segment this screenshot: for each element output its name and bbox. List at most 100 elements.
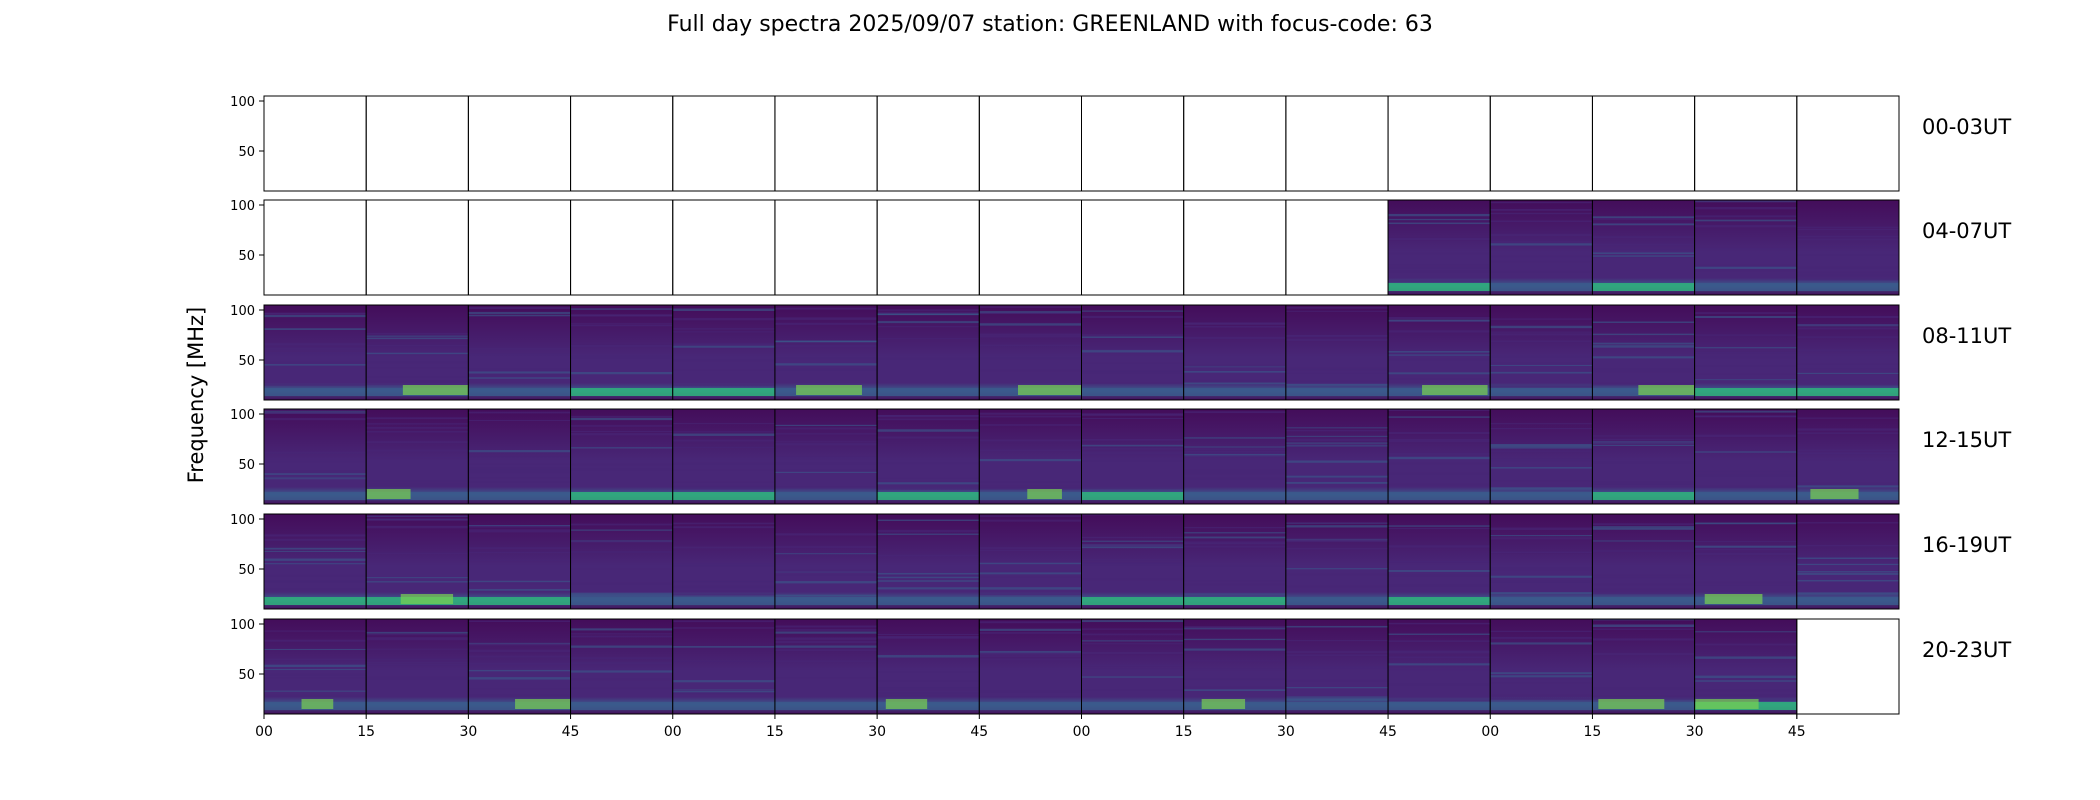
interference-line bbox=[1490, 637, 1593, 639]
emission-burst bbox=[366, 489, 411, 499]
interference-line bbox=[1796, 485, 1899, 488]
spectrum-panel bbox=[1694, 619, 1797, 714]
interference-line bbox=[366, 577, 469, 579]
interference-line bbox=[1183, 437, 1286, 439]
emission-band bbox=[1183, 492, 1286, 500]
interference-line bbox=[877, 655, 980, 658]
interference-line bbox=[979, 439, 1082, 442]
interference-line bbox=[672, 431, 775, 433]
interference-line bbox=[1592, 540, 1695, 542]
spectrum-panel bbox=[774, 619, 878, 714]
spectrum-panel bbox=[570, 619, 673, 714]
interference-line bbox=[1592, 652, 1695, 656]
interference-line bbox=[979, 515, 1082, 517]
interference-line bbox=[1592, 321, 1695, 323]
row-label: 16-19UT bbox=[1922, 533, 2011, 557]
emission-burst bbox=[885, 699, 928, 709]
emission-band bbox=[877, 597, 980, 605]
interference-line bbox=[774, 456, 878, 460]
interference-line bbox=[264, 473, 367, 475]
interference-line bbox=[877, 529, 980, 533]
interference-line bbox=[1183, 472, 1286, 475]
interference-line bbox=[774, 533, 878, 536]
interference-line bbox=[979, 335, 1082, 338]
interference-line bbox=[1081, 348, 1184, 351]
interference-line bbox=[1183, 678, 1286, 680]
x-tick-label: 15 bbox=[357, 724, 375, 740]
interference-line bbox=[1388, 432, 1491, 435]
interference-line bbox=[672, 369, 775, 371]
interference-line bbox=[1388, 462, 1491, 465]
interference-line bbox=[1081, 382, 1184, 384]
spectrum-panel bbox=[1285, 305, 1389, 400]
interference-line bbox=[1388, 372, 1491, 375]
x-tick-label: 00 bbox=[255, 724, 273, 740]
spectrum-panel bbox=[1081, 305, 1184, 400]
interference-line bbox=[264, 328, 367, 330]
interference-line bbox=[1081, 371, 1184, 374]
interference-line bbox=[570, 308, 673, 310]
interference-line bbox=[1694, 643, 1797, 646]
interference-line bbox=[1081, 451, 1184, 454]
interference-line bbox=[570, 425, 673, 427]
interference-line bbox=[1388, 483, 1491, 486]
spectrum-panel bbox=[1183, 514, 1286, 609]
spectrum-panel bbox=[468, 514, 571, 609]
interference-line bbox=[1796, 452, 1899, 455]
interference-line bbox=[1694, 410, 1797, 413]
interference-line bbox=[1592, 383, 1695, 386]
interference-line bbox=[264, 669, 367, 671]
interference-line bbox=[672, 439, 775, 442]
emission-band bbox=[1694, 283, 1797, 291]
x-tick-label: 30 bbox=[459, 724, 477, 740]
x-tick-label: 45 bbox=[1788, 724, 1806, 740]
interference-line bbox=[1388, 574, 1491, 577]
spectrum-panel bbox=[979, 305, 1082, 400]
emission-band bbox=[877, 492, 980, 500]
interference-line bbox=[1796, 573, 1899, 575]
interference-line bbox=[1081, 413, 1184, 415]
interference-line bbox=[1694, 694, 1797, 697]
interference-line bbox=[468, 347, 571, 350]
interference-line bbox=[1796, 274, 1899, 277]
interference-line bbox=[774, 637, 878, 640]
interference-line bbox=[1081, 633, 1184, 636]
interference-line bbox=[1490, 458, 1593, 462]
interference-line bbox=[1388, 472, 1491, 475]
panel-frame bbox=[774, 199, 878, 296]
interference-line bbox=[1388, 264, 1491, 266]
interference-line bbox=[366, 677, 469, 680]
panel-frame bbox=[876, 199, 980, 296]
emission-band bbox=[1490, 702, 1593, 710]
interference-line bbox=[1183, 448, 1286, 450]
interference-line bbox=[774, 546, 878, 548]
interference-line bbox=[877, 633, 980, 636]
panel-frame bbox=[1796, 304, 1900, 401]
interference-line bbox=[1694, 215, 1797, 218]
x-tick-label: 15 bbox=[1584, 724, 1602, 740]
x-tick-label: 30 bbox=[868, 724, 886, 740]
interference-line bbox=[774, 345, 878, 348]
interference-line bbox=[672, 343, 775, 346]
emission-band bbox=[1285, 597, 1389, 605]
interference-line bbox=[468, 374, 571, 377]
interference-line bbox=[468, 368, 571, 370]
y-tick-label: 100 bbox=[230, 408, 255, 423]
interference-line bbox=[366, 658, 469, 660]
interference-line bbox=[1694, 356, 1797, 359]
interference-line bbox=[1694, 334, 1797, 336]
interference-line bbox=[1285, 427, 1389, 429]
interference-line bbox=[1694, 219, 1797, 222]
row-label: 04-07UT bbox=[1922, 219, 2011, 243]
interference-line bbox=[1694, 677, 1797, 680]
interference-line bbox=[979, 632, 1082, 634]
interference-line bbox=[877, 671, 980, 673]
interference-line bbox=[672, 433, 775, 436]
interference-line bbox=[1796, 563, 1899, 566]
interference-line bbox=[1183, 564, 1286, 567]
interference-line bbox=[366, 663, 469, 666]
emission-band bbox=[1796, 597, 1899, 605]
interference-line bbox=[1285, 522, 1389, 524]
interference-line bbox=[1592, 687, 1695, 690]
emission-burst bbox=[515, 699, 580, 709]
